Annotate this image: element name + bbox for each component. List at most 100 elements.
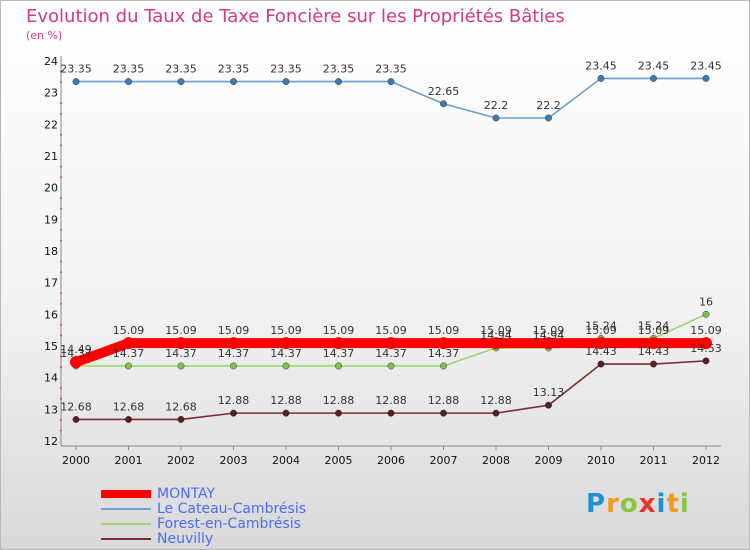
data-label-neuvilly: 14.43 (585, 345, 617, 358)
data-label-neuvilly: 12.68 (113, 400, 145, 413)
chart-title: Evolution du Taux de Taxe Foncière sur l… (26, 6, 565, 27)
data-point-le-cateau-cambresis (440, 100, 447, 108)
data-point-le-cateau-cambresis (72, 78, 80, 86)
data-point-neuvilly (650, 360, 657, 368)
data-point-le-cateau-cambresis (545, 114, 552, 122)
data-label-le-cateau-cambresis: 23.35 (113, 63, 145, 76)
data-label-le-cateau-cambresis: 23.45 (690, 59, 722, 72)
x-tick-label: 2006 (377, 454, 405, 467)
data-label-neuvilly: 12.88 (428, 394, 460, 407)
data-label-montay: 14.49 (60, 343, 92, 356)
y-minor-tick (60, 165, 62, 168)
y-tick-label: 22 (44, 118, 58, 131)
data-label-forest-en-cambresis: 14.37 (323, 347, 355, 360)
data-label-montay: 15.09 (218, 324, 250, 337)
x-tick-label: 2003 (220, 454, 248, 467)
data-point-forest-en-cambresis (387, 362, 395, 370)
data-point-forest-en-cambresis (440, 362, 447, 370)
legend-item: Neuvilly (101, 530, 306, 547)
legend-swatch (101, 507, 151, 510)
legend-label: Le Cateau-Cambrésis (157, 500, 306, 517)
x-tick-label: 2008 (482, 454, 510, 467)
data-point-montay (490, 337, 502, 350)
logo-letter: i (679, 489, 690, 519)
y-tick-label: 20 (44, 182, 58, 195)
data-label-le-cateau-cambresis: 23.35 (270, 63, 302, 76)
logo-letter: o (619, 489, 639, 519)
data-label-le-cateau-cambresis: 22.2 (536, 99, 561, 112)
y-minor-tick (60, 260, 62, 263)
data-point-neuvilly (597, 360, 605, 368)
data-label-forest-en-cambresis: 14.94 (480, 329, 512, 342)
data-label-montay: 15.09 (323, 324, 355, 337)
data-point-le-cateau-cambresis (230, 78, 237, 86)
data-point-montay (542, 337, 555, 350)
x-tick-label: 2011 (640, 454, 668, 467)
y-tick-label: 21 (44, 150, 58, 163)
logo-letter: t (666, 489, 680, 519)
data-label-neuvilly: 12.68 (165, 400, 197, 413)
y-tick-label: 23 (44, 87, 58, 100)
data-label-le-cateau-cambresis: 23.35 (323, 63, 355, 76)
y-tick-label: 16 (44, 308, 58, 321)
series-layer (70, 74, 712, 423)
y-minor-tick (60, 207, 62, 210)
data-label-neuvilly: 12.88 (218, 394, 250, 407)
x-tick-label: 2001 (115, 454, 143, 467)
y-tick-label: 18 (44, 245, 58, 258)
y-minor-tick (60, 366, 62, 369)
y-minor-tick (60, 102, 62, 105)
legend-swatch (101, 537, 151, 540)
data-point-forest-en-cambresis (230, 362, 237, 370)
y-minor-tick (60, 355, 62, 358)
y-minor-tick (60, 228, 62, 231)
y-tick-label: 12 (44, 435, 58, 448)
data-label-neuvilly: 14.53 (690, 342, 722, 355)
data-label-montay: 15.09 (375, 324, 407, 337)
legend-swatch (101, 522, 151, 525)
data-point-montay (175, 337, 187, 350)
data-label-forest-en-cambresis: 14.37 (165, 347, 197, 360)
data-label-montay: 15.09 (690, 324, 722, 337)
x-tick-label: 2004 (272, 454, 300, 467)
x-tick-label: 2002 (167, 454, 195, 467)
y-minor-tick (60, 133, 62, 136)
data-label-montay: 15.09 (428, 324, 460, 337)
x-tick-label: 2009 (535, 454, 563, 467)
data-point-le-cateau-cambresis (387, 78, 395, 86)
data-point-montay (595, 337, 607, 350)
data-label-montay: 15.09 (638, 324, 670, 337)
data-point-neuvilly (125, 416, 132, 423)
data-label-le-cateau-cambresis: 23.45 (638, 59, 670, 72)
data-point-le-cateau-cambresis (282, 78, 290, 86)
data-point-neuvilly (702, 357, 710, 365)
data-point-montay (437, 337, 450, 350)
data-label-montay: 15.09 (270, 324, 302, 337)
data-label-montay: 15.09 (113, 324, 145, 337)
data-point-montay (385, 337, 397, 350)
legend-label: MONTAY (157, 485, 216, 502)
data-point-le-cateau-cambresis (597, 74, 605, 82)
x-tick-label: 2007 (430, 454, 458, 467)
legend-swatch (101, 489, 151, 498)
logo-letter: r (606, 489, 620, 519)
data-point-montay (227, 337, 240, 350)
data-point-le-cateau-cambresis (702, 74, 710, 82)
x-tick-label: 2012 (692, 454, 720, 467)
y-minor-tick (60, 387, 62, 390)
data-label-le-cateau-cambresis: 22.65 (428, 85, 460, 98)
y-minor-tick (60, 292, 62, 295)
y-minor-tick (60, 334, 62, 337)
y-minor-tick (60, 302, 62, 305)
legend-item: MONTAY (101, 485, 306, 502)
proxiti-logo: Proxiti (586, 489, 690, 519)
data-label-forest-en-cambresis: 15.24 (585, 319, 617, 332)
legend-label: Neuvilly (157, 530, 214, 547)
data-label-forest-en-cambresis: 14.37 (113, 347, 145, 360)
data-point-neuvilly (545, 401, 552, 409)
data-point-montay (280, 337, 292, 350)
data-label-neuvilly: 12.88 (323, 394, 355, 407)
data-point-neuvilly (492, 409, 500, 417)
